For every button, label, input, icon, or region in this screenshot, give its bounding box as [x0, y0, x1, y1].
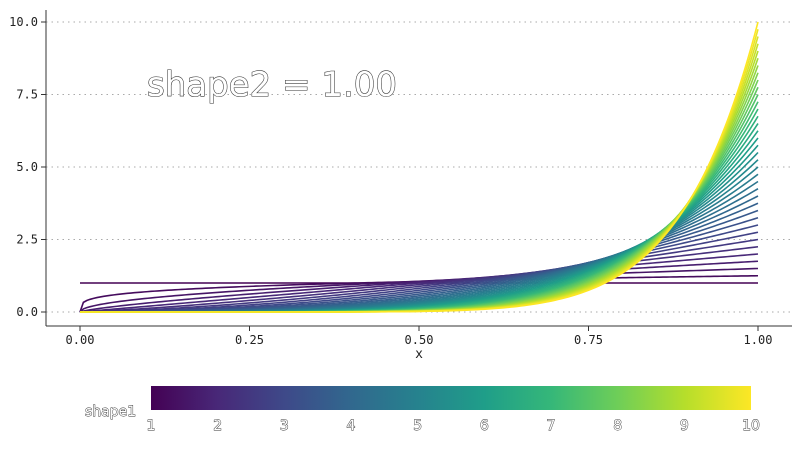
x-axis-title: x	[415, 347, 423, 362]
colorbar-label: 2	[213, 418, 222, 434]
gridlines	[46, 21, 792, 313]
colorbar-label: 7	[547, 418, 556, 434]
series-line-shape1-8.25	[80, 72, 759, 313]
x-tick-label: 0.00	[66, 333, 95, 347]
colorbar-legend: shape1	[85, 386, 751, 420]
series-line-shape1-10	[80, 21, 759, 313]
series-line-shape1-7.5	[80, 94, 759, 313]
x-tick-label: 0.75	[574, 333, 603, 347]
y-tick-label: 5.0	[16, 160, 38, 174]
x-tick-label: 1.00	[744, 333, 773, 347]
colorbar-labels: 1 2 3 4 5 6 7 8 9 10	[146, 418, 760, 435]
y-tick-label: 2.5	[16, 233, 38, 247]
y-ticks: 0.0 2.5 5.0 7.5 10.0	[9, 15, 46, 319]
colorbar-label: 4	[347, 418, 356, 434]
colorbar-label: 6	[480, 418, 489, 434]
colorbar-label: 10	[742, 418, 760, 434]
colorbar-label: 5	[413, 418, 422, 434]
series-line-shape1-7.75	[80, 86, 759, 313]
colorbar-label: 9	[680, 418, 689, 434]
colorbar-label: 1	[147, 418, 156, 434]
x-tick-label: 0.50	[405, 333, 434, 347]
axes	[45, 10, 792, 327]
series-line-shape1-2.25	[79, 245, 759, 313]
colorbar	[151, 386, 751, 410]
series-lines	[79, 21, 759, 313]
colorbar-label: 3	[280, 418, 289, 434]
x-ticks: 0.00 0.25 0.50 0.75 1.00	[66, 326, 773, 347]
y-tick-label: 7.5	[16, 88, 38, 102]
colorbar-label: 8	[613, 418, 622, 434]
x-tick-label: 0.25	[235, 333, 264, 347]
shape2-annotation: shape2 = 1.00	[147, 65, 397, 105]
y-tick-label: 10.0	[9, 15, 38, 29]
series-line-shape1-2	[79, 253, 759, 313]
series-line-shape1-1.75	[79, 260, 759, 313]
y-tick-label: 0.0	[16, 305, 38, 319]
legend-title: shape1	[85, 404, 136, 420]
